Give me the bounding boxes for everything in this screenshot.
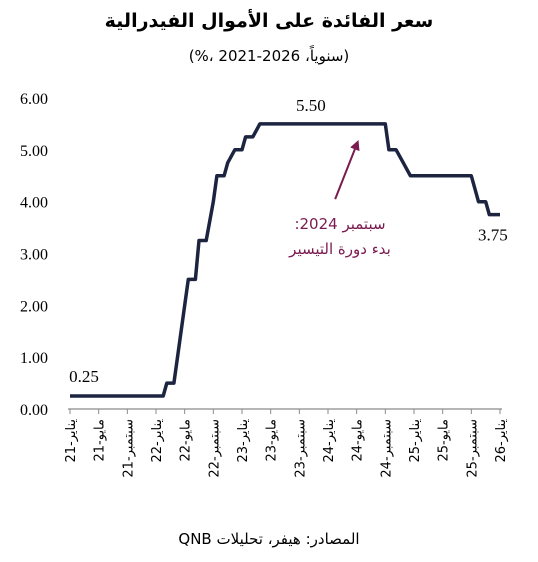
x-tick-label: مايو-21 [93,419,108,462]
chart-source: المصادر: هيفر، تحليلات QNB [178,530,360,548]
y-tick-label: 0.00 [20,402,48,419]
y-tick-label: 3.00 [20,247,48,264]
data-labels: 0.25 5.50 3.75 [69,96,508,386]
y-tick-label: 5.00 [20,143,48,160]
data-label: 3.75 [478,226,508,245]
y-tick-label: 4.00 [20,195,48,212]
y-tick-label: 6.00 [20,91,48,108]
annotation: سبتمبر 2024: بدء دورة التيسير [288,139,391,258]
x-tick-label: مايو-23 [265,419,280,462]
x-tick-label: سبتمبر-21 [121,419,136,478]
series-layer [70,122,500,398]
x-tick-label: يناير-22 [150,419,165,463]
chart-subtitle: (%، سنوياً، 2026-2021) [188,47,350,65]
series-line [70,122,500,398]
y-tick-label: 2.00 [20,298,48,315]
y-axis: 0.00 1.00 2.00 3.00 4.00 5.00 6.00 [20,91,48,419]
x-tick-label: سبتمبر-24 [379,419,394,478]
x-tick-label: يناير-26 [494,419,509,463]
x-tick-label: سبتمبر-23 [293,419,308,478]
data-label: 5.50 [296,96,326,115]
x-tick-label: مايو-24 [351,419,366,462]
x-tick-label: سبتمبر-25 [465,419,480,478]
annotation-line-2: بدء دورة التيسير [288,240,391,258]
annotation-line-1: سبتمبر 2024: [294,215,385,233]
x-tick-label: يناير-21 [64,419,79,463]
x-tick-label: يناير-24 [322,419,337,463]
x-tick-label: يناير-25 [408,419,423,463]
x-tick-label: مايو-25 [437,419,452,462]
annotation-arrow [334,139,360,200]
x-tick-label: مايو-22 [179,419,194,462]
data-label: 0.25 [69,367,99,386]
y-tick-label: 1.00 [20,350,48,367]
x-tick-label: يناير-23 [236,419,251,463]
x-axis: يناير-21 مايو-21 سبتمبر-21 يناير-22 مايو-22 س… [64,408,509,478]
x-tick-label: سبتمبر-22 [207,419,222,478]
chart-title: سعر الفائدة على الأموال الفيدرالية [104,10,434,32]
